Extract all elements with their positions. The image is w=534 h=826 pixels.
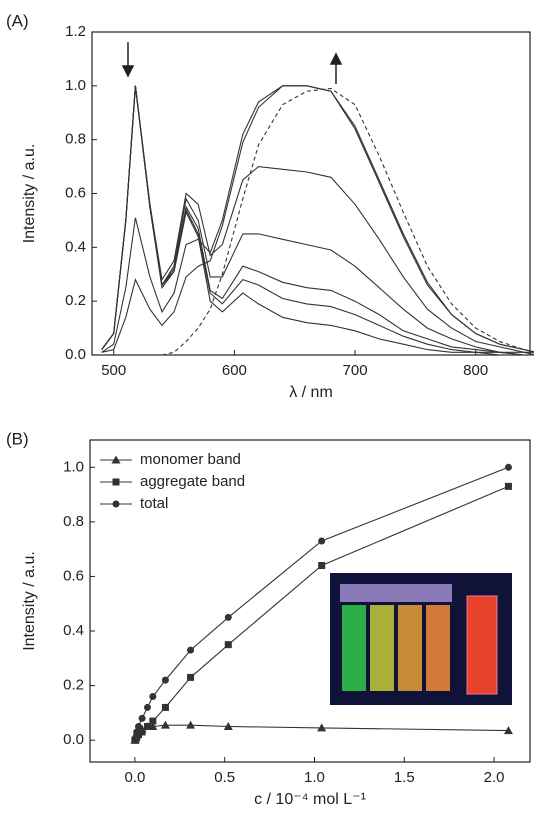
y-tick-label: 0.8 (65, 131, 86, 148)
y-tick-label: 0.0 (63, 731, 84, 748)
legend-label: total (140, 495, 168, 512)
marker (504, 482, 512, 490)
marker (149, 717, 157, 725)
marker (318, 537, 326, 545)
marker (504, 463, 512, 471)
y-tick-label: 0.2 (65, 292, 86, 309)
series-line (101, 85, 534, 353)
y-tick-label: 0.6 (65, 184, 86, 201)
marker (138, 728, 146, 736)
series-line (101, 85, 534, 356)
series-line (101, 85, 534, 353)
marker (224, 613, 232, 621)
plot-frame (91, 31, 531, 356)
y-axis-label: Intensity / a.u. (21, 144, 38, 244)
marker (132, 733, 140, 741)
panel-label: (B) (6, 429, 29, 448)
marker (138, 714, 146, 722)
y-tick-label: 0.4 (65, 238, 86, 255)
marker (143, 723, 151, 731)
marker (187, 673, 195, 681)
plot-frame (89, 439, 531, 763)
legend-marker (112, 500, 120, 508)
y-tick-label: 1.0 (65, 77, 86, 94)
y-axis-label: Intensity / a.u. (21, 551, 38, 651)
marker (133, 728, 141, 736)
x-tick-label: 0.0 (124, 769, 145, 786)
y-tick-label: 1.2 (65, 23, 86, 40)
y-tick-label: 0.8 (63, 513, 84, 530)
series-line (101, 85, 534, 353)
marker (143, 703, 151, 711)
marker (149, 693, 157, 701)
marker (317, 723, 327, 732)
marker (161, 703, 169, 711)
x-axis-label: λ / nm (289, 384, 333, 401)
x-tick-label: 1.5 (394, 769, 415, 786)
y-tick-label: 0.4 (63, 622, 84, 639)
arrows (121, 42, 343, 84)
inset-photo (330, 573, 512, 705)
y-tick-label: 0.6 (63, 567, 84, 584)
y-tick-label: 1.0 (63, 458, 84, 475)
series-line (101, 85, 534, 356)
marker (318, 562, 326, 570)
marker (224, 641, 232, 649)
x-tick-label: 0.5 (214, 769, 235, 786)
series-line (101, 85, 534, 356)
marker (186, 720, 196, 729)
legend-marker (112, 478, 120, 486)
marker (134, 723, 142, 731)
legend-label: monomer band (140, 451, 241, 468)
legend-label: aggregate band (140, 473, 245, 490)
panel-label: (A) (6, 11, 29, 30)
x-tick-label: 800 (463, 362, 488, 379)
x-tick-label: 700 (343, 362, 368, 379)
x-tick-label: 1.0 (304, 769, 325, 786)
marker (503, 726, 513, 735)
y-tick-label: 0.2 (63, 677, 84, 694)
marker (187, 646, 195, 654)
x-tick-label: 600 (222, 362, 247, 379)
x-axis-label: c / 10⁻⁴ mol L⁻¹ (254, 791, 366, 808)
x-tick-label: 2.0 (484, 769, 505, 786)
x-tick-label: 500 (101, 362, 126, 379)
legend-marker (111, 455, 121, 464)
y-tick-label: 0.0 (65, 346, 86, 363)
marker (161, 676, 169, 684)
series-line (161, 87, 534, 356)
marker (160, 720, 170, 729)
series-line (101, 85, 534, 356)
marker (223, 722, 233, 731)
